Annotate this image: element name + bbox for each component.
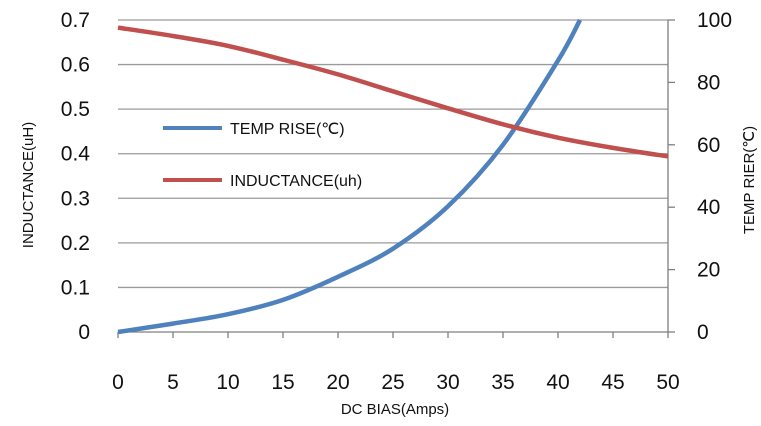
y-right-tick-label-0: 0	[697, 321, 709, 344]
series-lines	[117, 18, 669, 335]
x-tick-label-7: 35	[491, 371, 514, 394]
y-left-tick-label-5: 0.5	[61, 98, 90, 121]
y-left-tick-label-3: 0.3	[61, 187, 90, 210]
x-tick-label-8: 40	[546, 371, 569, 394]
y-left-tick-label-2: 0.2	[61, 232, 90, 255]
legend: TEMP RISE(℃) INDUCTANCE(uh)	[163, 121, 362, 190]
x-tick-label-0: 0	[112, 371, 124, 394]
y-left-tick-label-6: 0.6	[61, 54, 90, 77]
x-tick-label-10: 50	[656, 371, 679, 394]
y-right-tick-label-3: 60	[697, 134, 720, 157]
y-right-tick-label-2: 40	[697, 196, 720, 219]
x-tick-label-4: 20	[326, 371, 349, 394]
tick-labels: 0 5 10 15 20 25 30 35 40 45 50 0 0.1 0.2 0.3 0.4 0.5 0.6 0…	[61, 9, 732, 394]
x-tick-label-9: 45	[601, 371, 624, 394]
y-left-tick-label-0: 0	[78, 321, 90, 344]
y-left-tick-label-4: 0.4	[61, 143, 91, 166]
y-right-tick-label-4: 80	[697, 71, 720, 94]
series-line-inductance	[117, 25, 669, 159]
y-left-tick-label-1: 0.1	[61, 276, 90, 299]
series-line-temp-rise	[117, 18, 582, 335]
x-tick-label-2: 10	[216, 371, 239, 394]
gridlines	[118, 19, 668, 289]
y-right-tick-label-5: 100	[697, 9, 732, 32]
legend-label-inductance: INDUCTANCE(uh)	[230, 173, 362, 190]
x-tick-label-1: 5	[167, 371, 179, 394]
x-axis-title: DC BIAS(Amps)	[341, 401, 449, 418]
x-tick-label-6: 30	[436, 371, 459, 394]
y-axis-title-right: TEMP RIER(℃)	[741, 126, 758, 234]
x-tick-label-3: 15	[271, 371, 294, 394]
y-left-tick-label-7: 0.7	[61, 9, 90, 32]
y-axis-title-left: INDUCTANCE(uH)	[20, 122, 37, 248]
legend-label-temp-rise: TEMP RISE(℃)	[230, 121, 345, 138]
axes	[117, 19, 675, 338]
x-tick-label-5: 25	[381, 371, 404, 394]
y-right-tick-label-1: 20	[697, 259, 720, 282]
